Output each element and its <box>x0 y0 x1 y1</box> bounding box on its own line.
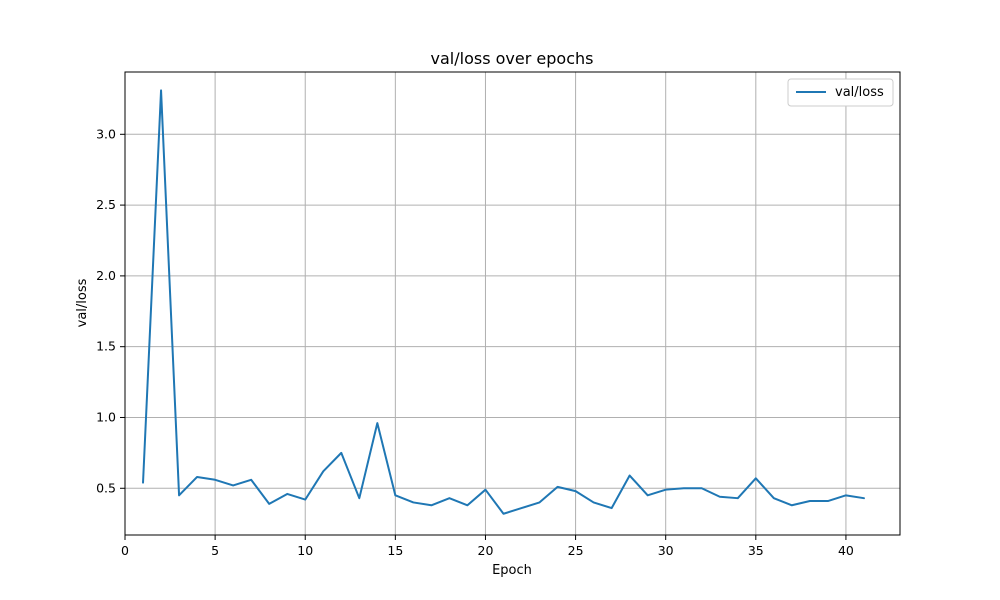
x-tick-label: 5 <box>211 543 219 558</box>
chart-title: val/loss over epochs <box>431 49 594 68</box>
y-tick-label: 2.5 <box>96 197 116 212</box>
y-tick-label: 1.0 <box>96 409 116 424</box>
x-tick-label: 15 <box>387 543 403 558</box>
series-layer <box>142 89 865 515</box>
y-tick-label: 1.5 <box>96 339 116 354</box>
y-axis-label: val/loss <box>75 278 90 327</box>
x-tick-label: 35 <box>748 543 764 558</box>
plot-area-frame <box>124 71 901 536</box>
x-tick-label: 0 <box>121 543 129 558</box>
x-tick-label: 25 <box>568 543 584 558</box>
y-tick-label: 0.5 <box>96 480 116 495</box>
legend-box <box>787 78 894 107</box>
x-tick-label: 40 <box>838 543 854 558</box>
legend-label-val-loss: val/loss <box>835 85 884 100</box>
x-tick-label: 30 <box>658 543 674 558</box>
x-tick-label: 10 <box>297 543 313 558</box>
x-tick-label: 20 <box>478 543 494 558</box>
legend: val/loss <box>787 78 894 107</box>
y-tick-label: 3.0 <box>96 126 116 141</box>
series-line-val-loss <box>142 89 865 515</box>
y-tick-label: 2.0 <box>96 268 116 283</box>
x-axis-label: Epoch <box>492 563 532 578</box>
grid <box>124 72 900 535</box>
axis-ticks: 0 5 10 15 20 25 30 35 40 0.5 1.0 1.5 2.0 2.5 3.0 <box>96 126 854 558</box>
